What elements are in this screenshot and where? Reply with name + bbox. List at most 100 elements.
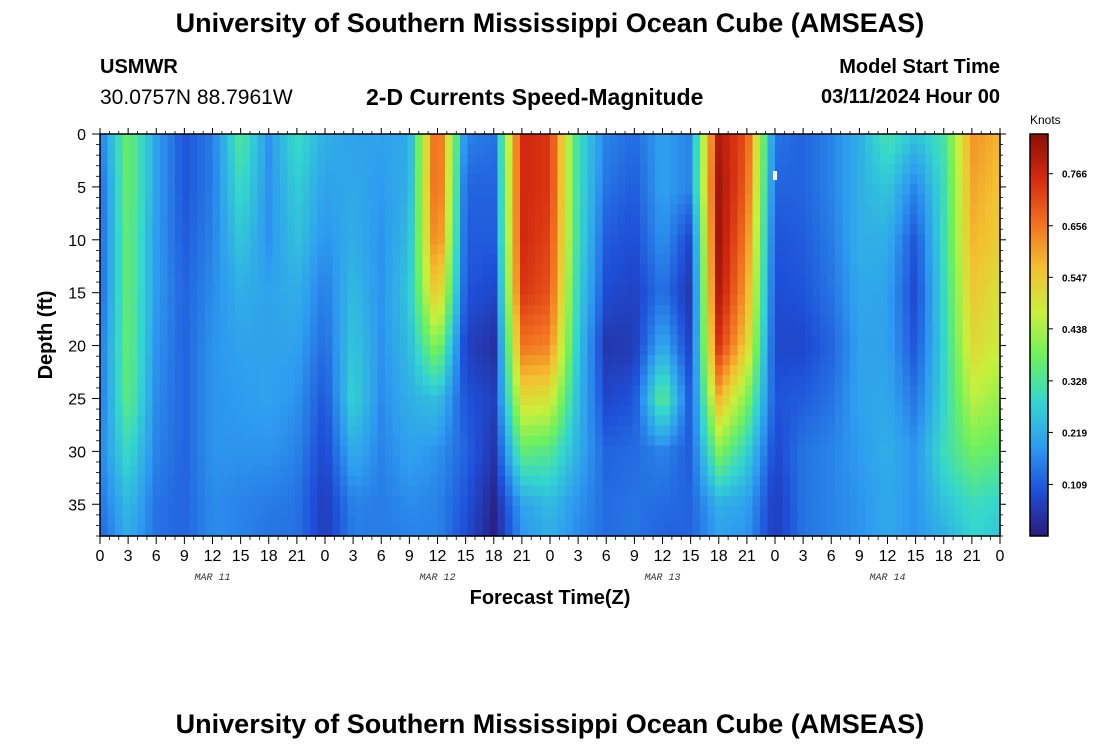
heatmap-cell <box>257 224 266 236</box>
heatmap-cell <box>310 395 319 406</box>
heatmap-cell <box>340 515 349 527</box>
heatmap-cell <box>145 445 154 457</box>
heatmap-cell <box>790 254 799 266</box>
heatmap-cell <box>880 164 889 175</box>
heatmap-cell <box>520 184 529 195</box>
heatmap-cell <box>332 455 341 467</box>
heatmap-cell <box>767 264 776 276</box>
heatmap-cell <box>752 134 761 145</box>
heatmap-cell <box>122 294 131 306</box>
heatmap-cell <box>310 274 319 286</box>
heatmap-cell <box>520 455 529 467</box>
heatmap-cell <box>130 154 139 165</box>
heatmap-cell <box>812 365 821 376</box>
heatmap-cell <box>707 134 716 145</box>
heatmap-cell <box>880 365 889 376</box>
heatmap-cell <box>970 264 979 276</box>
heatmap-cell <box>970 475 979 487</box>
heatmap-cell <box>550 324 559 336</box>
heatmap-cell <box>775 375 784 386</box>
heatmap-cell <box>617 395 626 406</box>
heatmap-cell <box>662 345 671 356</box>
heatmap-cell <box>902 164 911 175</box>
heatmap-cell <box>670 224 679 236</box>
heatmap-cell <box>640 164 649 175</box>
heatmap-cell <box>647 525 656 537</box>
heatmap-cell <box>932 274 941 286</box>
heatmap-cell <box>580 335 589 346</box>
heatmap-cell <box>340 435 349 447</box>
heatmap-cell <box>407 164 416 175</box>
heatmap-cell <box>917 465 926 477</box>
heatmap-cell <box>520 154 529 165</box>
heatmap-cell <box>235 525 244 537</box>
heatmap-cell <box>955 525 964 537</box>
heatmap-cell <box>235 314 244 326</box>
heatmap-cell <box>325 365 334 376</box>
heatmap-cell <box>482 284 491 296</box>
heatmap-cell <box>415 485 424 497</box>
heatmap-cell <box>542 284 551 296</box>
heatmap-cell <box>550 475 559 487</box>
heatmap-cell <box>707 254 716 266</box>
heatmap-cell <box>137 445 146 457</box>
heatmap-cell <box>730 294 739 306</box>
heatmap-cell <box>107 385 116 396</box>
heatmap-cell <box>955 445 964 457</box>
heatmap-cell <box>617 204 626 215</box>
heatmap-cell <box>797 475 806 487</box>
heatmap-cell <box>572 164 581 175</box>
heatmap-cell <box>542 475 551 487</box>
heatmap-cell <box>745 445 754 457</box>
heatmap-cell <box>685 194 694 205</box>
heatmap-cell <box>767 184 776 195</box>
heatmap-cell <box>437 485 446 497</box>
heatmap-cell <box>520 435 529 447</box>
heatmap-cell <box>842 525 851 537</box>
heatmap-cell <box>595 254 604 266</box>
heatmap-cell <box>872 274 881 286</box>
heatmap-cell <box>542 425 551 437</box>
heatmap-cell <box>775 365 784 376</box>
heatmap-cell <box>970 365 979 376</box>
heatmap-cell <box>242 304 251 316</box>
heatmap-cell <box>835 154 844 165</box>
heatmap-cell <box>782 455 791 467</box>
heatmap-cell <box>610 365 619 376</box>
heatmap-cell <box>775 324 784 336</box>
heatmap-cell <box>107 184 116 195</box>
heatmap-cell <box>437 254 446 266</box>
heatmap-cell <box>182 525 191 537</box>
heatmap-cell <box>887 194 896 205</box>
heatmap-cell <box>662 164 671 175</box>
heatmap-cell <box>100 264 109 276</box>
heatmap-cell <box>977 335 986 346</box>
heatmap-cell <box>182 264 191 276</box>
heatmap-cell <box>317 415 326 427</box>
heatmap-cell <box>107 224 116 236</box>
heatmap-cell <box>220 314 229 326</box>
heatmap-cell <box>100 335 109 346</box>
heatmap-cell <box>820 194 829 205</box>
heatmap-cell <box>700 425 709 437</box>
heatmap-cell <box>257 274 266 286</box>
heatmap-cell <box>377 335 386 346</box>
heatmap-cell <box>782 335 791 346</box>
heatmap-cell <box>295 395 304 406</box>
heatmap-cell <box>400 214 409 226</box>
heatmap-cell <box>820 244 829 256</box>
heatmap-cell <box>722 214 731 226</box>
heatmap-cell <box>362 234 371 246</box>
heatmap-cell <box>962 365 971 376</box>
heatmap-cell <box>437 475 446 487</box>
heatmap-cell <box>700 465 709 477</box>
heatmap-cell <box>760 485 769 497</box>
heatmap-cell <box>160 335 169 346</box>
heatmap-cell <box>940 304 949 316</box>
heatmap-cell <box>550 435 559 447</box>
heatmap-cell <box>175 214 184 226</box>
heatmap-cell <box>452 324 461 336</box>
heatmap-cell <box>767 425 776 437</box>
heatmap-cell <box>767 144 776 155</box>
heatmap-cell <box>242 324 251 336</box>
